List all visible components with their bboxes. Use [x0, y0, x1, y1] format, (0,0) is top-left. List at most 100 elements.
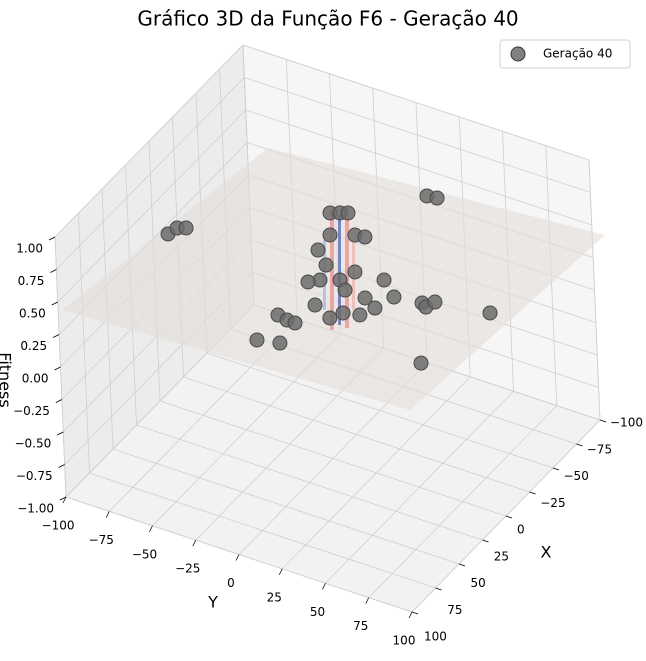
z-tick-label: 0.50 [19, 307, 46, 321]
x-axis-label: X [541, 543, 552, 562]
grid-line [325, 390, 514, 584]
z-tick [52, 334, 60, 338]
z-tick-label: 0.25 [20, 339, 47, 353]
z-axis-label: Fitness [0, 352, 15, 407]
surface-spike [338, 215, 341, 325]
points [160, 188, 498, 371]
y-tick-label: 50 [310, 605, 325, 619]
z-tick [58, 464, 65, 468]
x-tick [458, 563, 466, 567]
point [178, 220, 194, 236]
y-tick [278, 568, 283, 576]
z-tick-label: 0.75 [18, 274, 45, 288]
z-tick-label: −0.75 [16, 469, 53, 483]
y-tick-label: 25 [267, 590, 282, 604]
x-tick-label: 25 [494, 549, 509, 563]
point [482, 305, 498, 321]
z-tick [54, 366, 61, 371]
point [272, 335, 288, 351]
x-tick [552, 467, 560, 471]
surface-spike [330, 210, 334, 330]
z-tick-label: 1.00 [16, 242, 43, 256]
legend-box [499, 39, 631, 69]
z-tick [57, 431, 64, 436]
y-tick-label: 100 [393, 634, 416, 648]
x-tick [529, 491, 536, 495]
x-tick [576, 443, 583, 447]
y-tick [62, 496, 67, 504]
y-tick-label: 0 [227, 576, 235, 590]
y-tick [235, 554, 240, 561]
y-tick [149, 525, 153, 532]
point [340, 205, 356, 221]
point [347, 264, 363, 280]
y-tick-label: −25 [175, 562, 200, 576]
point [386, 289, 402, 305]
legend-label: Geração 40 [543, 47, 612, 61]
x-tick-label: 100 [424, 630, 447, 644]
z-tick [59, 496, 67, 501]
x-tick-label: 50 [471, 576, 486, 590]
y-tick [365, 597, 370, 604]
y-tick-label: −75 [89, 533, 114, 547]
grid-line [245, 109, 592, 226]
z-tick [51, 301, 58, 306]
grid-line [368, 405, 558, 598]
y-tick [105, 511, 110, 518]
point [335, 305, 351, 321]
y-tick [408, 611, 413, 619]
legend: Geração 40 [499, 39, 631, 69]
y-tick [322, 583, 326, 590]
point [357, 229, 373, 245]
point [413, 355, 429, 371]
point [249, 332, 265, 348]
z-tick-label: −1.00 [17, 502, 54, 516]
x-tick [411, 611, 419, 615]
grid-line [56, 77, 245, 270]
x-tick [482, 539, 489, 543]
point [322, 227, 338, 243]
chart-title: Gráfico 3D da Função F6 - Geração 40 [137, 7, 518, 31]
x-tick-label: −75 [587, 442, 612, 456]
grid-line [57, 109, 247, 303]
grid-line [281, 376, 471, 570]
point [287, 315, 303, 331]
point [357, 290, 373, 306]
grid-line [244, 77, 591, 193]
y-tick-label: −100 [42, 519, 75, 533]
point [367, 300, 383, 316]
z-tick [55, 399, 63, 403]
y-tick-label: 75 [353, 619, 368, 633]
point [318, 257, 334, 273]
z-tick-label: −0.25 [13, 404, 50, 418]
point [429, 190, 445, 206]
x-tick-label: −25 [540, 496, 565, 510]
surface-spike [345, 208, 349, 328]
grid-line [54, 44, 244, 238]
y-tick-label: −50 [132, 547, 157, 561]
grid-line [242, 44, 590, 161]
point [427, 294, 443, 310]
x-tick-label: 75 [447, 603, 462, 617]
legend-marker [510, 46, 526, 62]
z-tick [48, 236, 56, 241]
x-tick [505, 515, 513, 519]
point [352, 307, 368, 323]
point [322, 310, 338, 326]
point [376, 272, 392, 288]
x-tick-label: −100 [610, 416, 643, 430]
point [307, 297, 323, 313]
ticks: −100−75−50−250255075100−100−75−50−250255… [13, 236, 643, 648]
z-tick [50, 269, 57, 273]
z-tick-label: 0.00 [22, 372, 49, 386]
x-tick [435, 587, 442, 591]
z-tick-label: −0.50 [14, 437, 51, 451]
x-tick-label: 0 [517, 523, 525, 537]
x-tick [599, 419, 607, 423]
y-axis-label: Y [207, 593, 218, 612]
y-tick [192, 539, 197, 547]
point [310, 242, 326, 258]
point [300, 274, 316, 290]
x-tick-label: −50 [564, 469, 589, 483]
